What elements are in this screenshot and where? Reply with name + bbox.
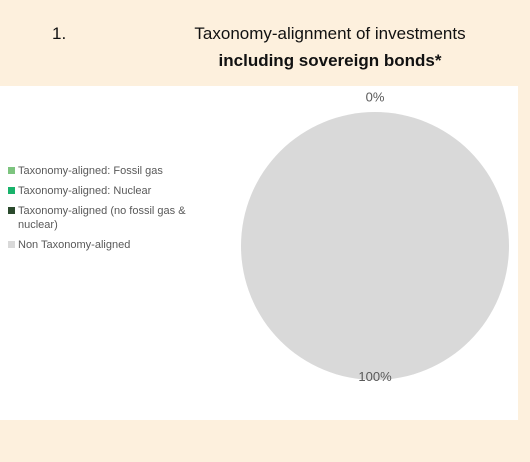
legend-swatch [8, 187, 15, 194]
data-label: 100% [358, 369, 392, 384]
legend-label: Non Taxonomy-aligned [18, 239, 131, 251]
legend-swatch [8, 167, 15, 174]
legend-label: Taxonomy-aligned: Fossil gas [18, 165, 163, 177]
legend-swatch [8, 241, 15, 248]
legend-item: Taxonomy-aligned: Nuclear [8, 184, 208, 198]
chart-number: 1. [52, 24, 67, 43]
legend-label: Taxonomy-aligned: Nuclear [18, 185, 152, 197]
legend-item: Non Taxonomy-aligned [8, 238, 208, 252]
data-label: 0% [366, 89, 385, 104]
chart-subtitle: including sovereign bonds* [218, 51, 442, 70]
chart-title: Taxonomy-alignment of investments [194, 24, 466, 43]
legend-swatch [8, 207, 15, 214]
pie-slice [241, 112, 509, 380]
legend-item: Taxonomy-aligned: Fossil gas [8, 164, 208, 178]
legend-item: Taxonomy-aligned (no fossil gas & nuclea… [8, 204, 208, 232]
legend: Taxonomy-aligned: Fossil gas Taxonomy-ali… [8, 164, 208, 258]
legend-label: Taxonomy-aligned (no fossil gas & nuclea… [18, 205, 186, 231]
